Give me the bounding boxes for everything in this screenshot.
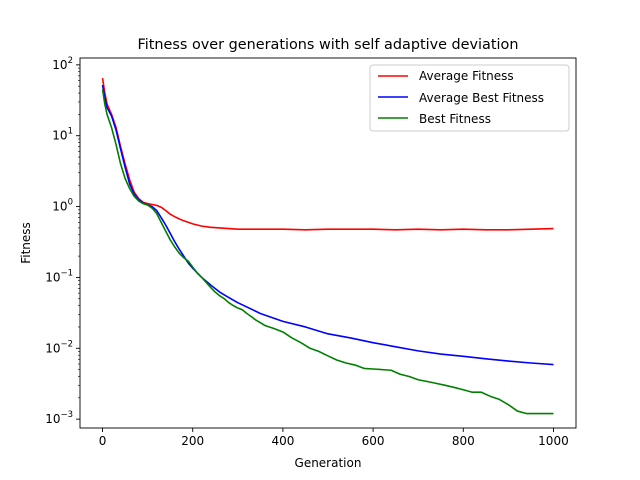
legend-box	[369, 64, 570, 132]
legend: Average Fitness Average Best Fitness Bes…	[369, 64, 570, 132]
plot-frame	[79, 57, 577, 429]
x-axis-ticks: 0 200 400 600 800 1000	[99, 428, 569, 448]
y-axis-ticks: 10−3 10−2 10−1 100 101 102	[45, 56, 80, 426]
x-tick-label: 600	[362, 434, 385, 448]
y-tick-label: 100	[52, 198, 73, 214]
legend-label-average-fitness: Average Fitness	[419, 69, 514, 83]
series-line-best-fitness	[101, 89, 554, 415]
x-tick-label: 0	[99, 434, 107, 448]
legend-label-average-best-fitness: Average Best Fitness	[419, 91, 544, 105]
y-axis-label: Fitness	[19, 222, 33, 264]
series-line-average-best-fitness	[101, 84, 554, 366]
x-axis-label: Generation	[295, 456, 362, 470]
series-line-average-fitness	[101, 78, 554, 231]
x-tick-label: 1000	[538, 434, 569, 448]
y-tick-label: 102	[52, 56, 73, 72]
y-tick-label: 10−3	[45, 410, 73, 426]
series-layer	[101, 78, 554, 415]
x-tick-label: 800	[452, 434, 475, 448]
x-tick-label: 400	[271, 434, 294, 448]
y-tick-label: 10−2	[45, 339, 73, 355]
x-tick-label: 200	[181, 434, 204, 448]
y-tick-label: 101	[52, 127, 73, 143]
y-tick-label: 10−1	[45, 268, 73, 284]
legend-label-best-fitness: Best Fitness	[419, 112, 491, 126]
chart-title: Fitness over generations with self adapt…	[138, 37, 519, 53]
